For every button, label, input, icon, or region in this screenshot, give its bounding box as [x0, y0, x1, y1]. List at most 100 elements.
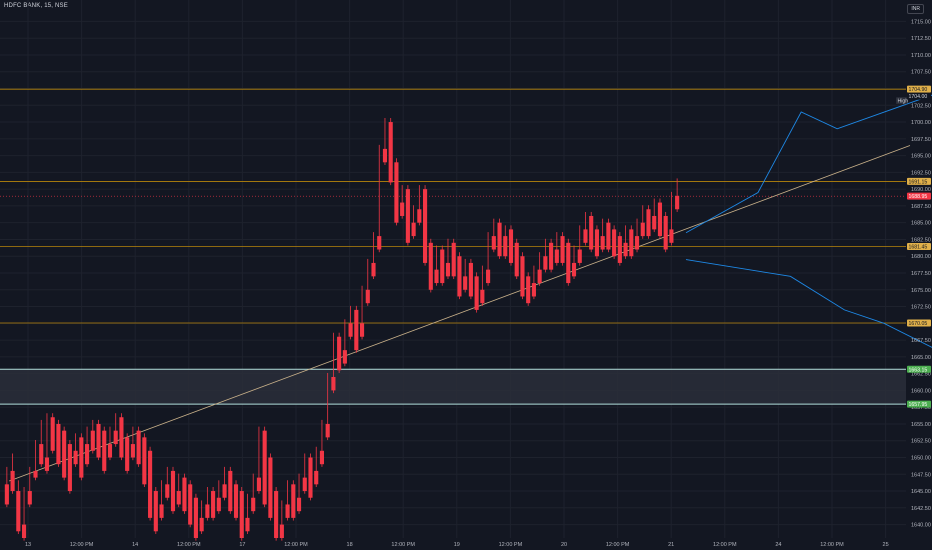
price-tick-label: 1667.50	[911, 338, 931, 344]
candle-body	[577, 249, 582, 263]
candle-body	[27, 491, 32, 505]
candle-body	[188, 484, 193, 525]
candle-body	[474, 276, 479, 310]
candle-body	[279, 524, 284, 538]
candle-body	[549, 242, 554, 270]
ticker-title: HDFC BANK, 15, NSE	[4, 3, 68, 9]
zone-rect	[0, 369, 906, 405]
candle-body	[457, 256, 462, 297]
price-tick-label: 1690.00	[911, 187, 931, 193]
candle-body	[342, 350, 347, 364]
candle-body	[382, 148, 388, 163]
candle-body	[85, 444, 90, 465]
price-tag-box	[907, 319, 931, 327]
trendline-segment	[9, 145, 911, 482]
time-tick-label: 12:00 PM	[606, 542, 630, 548]
time-tick-label: 13	[25, 542, 31, 548]
price-tick-label: 1677.50	[911, 271, 931, 277]
candle-body	[337, 336, 342, 371]
time-tick-label: 12:00 PM	[391, 542, 415, 548]
candle-body	[233, 484, 239, 518]
candle-body	[589, 215, 594, 250]
candle-body	[16, 491, 21, 532]
candle-body	[90, 430, 95, 451]
candle-body	[62, 430, 67, 478]
candle-body	[423, 189, 428, 263]
price-tick-label: 1675.00	[911, 288, 931, 294]
candle-body	[675, 195, 680, 210]
time-tick-label: 18	[347, 542, 353, 548]
price-tick-label: 1700.00	[911, 120, 931, 126]
price-tick-label: 1645.00	[911, 489, 931, 495]
currency-badge[interactable]: INR	[907, 4, 924, 14]
price-projections[interactable]	[685, 89, 932, 371]
price-tag-label: 1688.95	[909, 194, 928, 200]
candle-body	[142, 437, 147, 485]
candle-body	[130, 444, 135, 458]
candle-body	[497, 222, 502, 257]
candle-body	[159, 504, 164, 518]
candle-body	[39, 444, 44, 465]
candle-body	[165, 484, 170, 498]
candle-body	[445, 262, 451, 277]
price-tag-label: 1657.95	[909, 402, 928, 408]
candle-body	[176, 491, 181, 505]
candle-body	[612, 229, 617, 257]
candle-body	[308, 457, 313, 498]
candle-body	[634, 236, 640, 250]
price-tick-label: 1655.00	[911, 422, 931, 428]
candle-body	[486, 269, 491, 284]
candle-body	[102, 430, 107, 471]
candle-body	[193, 497, 198, 538]
time-tick-label: 19	[454, 542, 460, 548]
candle-body	[640, 222, 645, 237]
candle-body	[314, 470, 319, 485]
price-tag-box	[907, 92, 931, 100]
candle-body	[526, 276, 531, 304]
candle-body	[468, 262, 473, 297]
candle-body	[377, 236, 382, 250]
candle-body	[291, 484, 296, 518]
candle-body	[285, 504, 290, 518]
trendline[interactable]	[9, 145, 911, 482]
candle-body	[520, 256, 525, 297]
candle-body	[170, 470, 176, 512]
candle-body	[33, 470, 38, 478]
price-tag-label: 1704.00	[909, 94, 928, 100]
candle-body	[153, 491, 158, 532]
price-tick-label: 1692.50	[911, 170, 931, 176]
candle-body	[73, 450, 78, 465]
price-tick-label: 1640.00	[911, 523, 931, 529]
candle-body	[480, 289, 485, 304]
candle-body	[617, 236, 622, 263]
time-tick-label: 17	[239, 542, 245, 548]
candle-body	[606, 222, 611, 250]
candle-body	[428, 242, 433, 290]
candle-body	[216, 497, 221, 512]
time-tick-label: 12:00 PM	[499, 542, 523, 548]
time-tick-label: 12:00 PM	[70, 542, 94, 548]
candle-body	[371, 262, 376, 277]
candle-body	[440, 249, 445, 284]
time-axis[interactable]: 13 12:00 PM 14 12:00 PM 17 12:00 PM 18 12:00 PM…	[25, 542, 889, 548]
candle-body	[182, 477, 187, 512]
time-tick-label: 12:00 PM	[820, 542, 844, 548]
price-tick-label: 1687.50	[911, 204, 931, 210]
candle-body	[451, 242, 456, 277]
candle-body	[491, 236, 496, 250]
candle-body	[274, 491, 279, 538]
candle-body	[4, 484, 9, 505]
price-tick-label: 1712.50	[911, 36, 931, 42]
candle-body	[508, 229, 514, 263]
price-tick-label: 1657.50	[911, 405, 931, 411]
candle-body	[136, 430, 141, 465]
candle-body	[50, 417, 55, 451]
projection-down-path	[685, 259, 932, 348]
candle-body	[537, 269, 542, 284]
price-tag-box	[907, 85, 931, 93]
price-axis[interactable]: 1640.00 1642.50 1645.00 1647.50 1650.00 1652.…	[911, 19, 931, 528]
candle-body	[560, 236, 565, 263]
candle-body	[623, 242, 628, 257]
candle-body	[594, 229, 599, 257]
